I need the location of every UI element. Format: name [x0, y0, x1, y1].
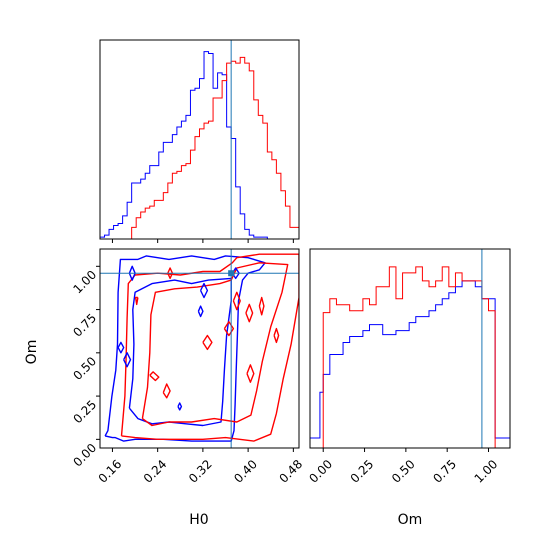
blue-contour-2-3	[177, 402, 183, 411]
om-x-tick-label: 0.75	[430, 457, 459, 486]
red-contour-1-7	[223, 321, 235, 337]
histogram-om-plot-area	[310, 249, 510, 448]
red-contour-1-8	[232, 291, 241, 311]
truth-marker	[228, 270, 235, 277]
red-contour-1-6	[202, 334, 213, 351]
red-contour-1-1	[141, 262, 289, 427]
y-axis-label-om: Om	[24, 340, 40, 365]
om-y-tick-label: 0.50	[70, 354, 99, 383]
om-y-tick-label: 1.00	[70, 268, 99, 297]
om-histogram-series-red	[310, 266, 510, 448]
red-contour-1-4	[162, 383, 171, 399]
histogram-h0-frame	[99, 39, 300, 240]
h0-x-tick-label: 0.24	[141, 457, 170, 486]
blue-contour-2-4	[197, 305, 204, 318]
histogram-om-frame	[309, 248, 511, 449]
om-x-tick-label: 0.00	[306, 457, 335, 486]
x-axis-label-om: Om	[398, 512, 423, 528]
h0-histogram-series-blue	[100, 51, 299, 239]
blue-contour-2-0	[117, 341, 125, 354]
red-contour-1-2	[134, 296, 139, 306]
h0-x-tick-label: 0.16	[96, 457, 125, 486]
om-y-tick-label: 0.25	[70, 397, 99, 426]
om-histogram-series-blue	[310, 280, 510, 448]
x-axis-label-h0: H0	[189, 512, 208, 528]
om-x-tick-label: 0.50	[389, 457, 418, 486]
red-contour-1-12	[273, 327, 280, 344]
blue-contour-2-1	[123, 352, 132, 368]
om-x-tick-label: 1.00	[472, 457, 501, 486]
red-contour-1-3	[149, 371, 160, 382]
contour-frame	[99, 248, 300, 449]
histogram-om-panel: 0.00 0.25 0.50 0.75 1.00	[306, 248, 511, 486]
om-x-tick-label: 0.25	[348, 457, 377, 486]
om-y-tick-label: 0.00	[70, 441, 99, 470]
blue-contour-2-5	[199, 282, 209, 299]
contour-h0-om-panel: 0.16 0.24 0.32 0.40 0.48 0.00 0.25 0.50 0.75 1.00	[70, 248, 305, 486]
om-y-tick-label: 0.75	[70, 311, 99, 340]
h0-x-tick-label: 0.40	[231, 457, 260, 486]
h0-x-tick-label: 0.32	[186, 457, 215, 486]
h0-x-tick-label: 0.48	[276, 457, 305, 486]
red-contour-1-11	[258, 296, 265, 316]
histogram-h0-plot-area	[100, 40, 299, 239]
histogram-h0-panel	[99, 39, 300, 243]
red-contour-1-9	[246, 364, 255, 383]
red-contour-1-0	[120, 253, 299, 442]
h0-histogram-series-red	[100, 56, 299, 239]
contour-plot-area	[100, 249, 299, 448]
red-contour-1-10	[245, 303, 254, 323]
